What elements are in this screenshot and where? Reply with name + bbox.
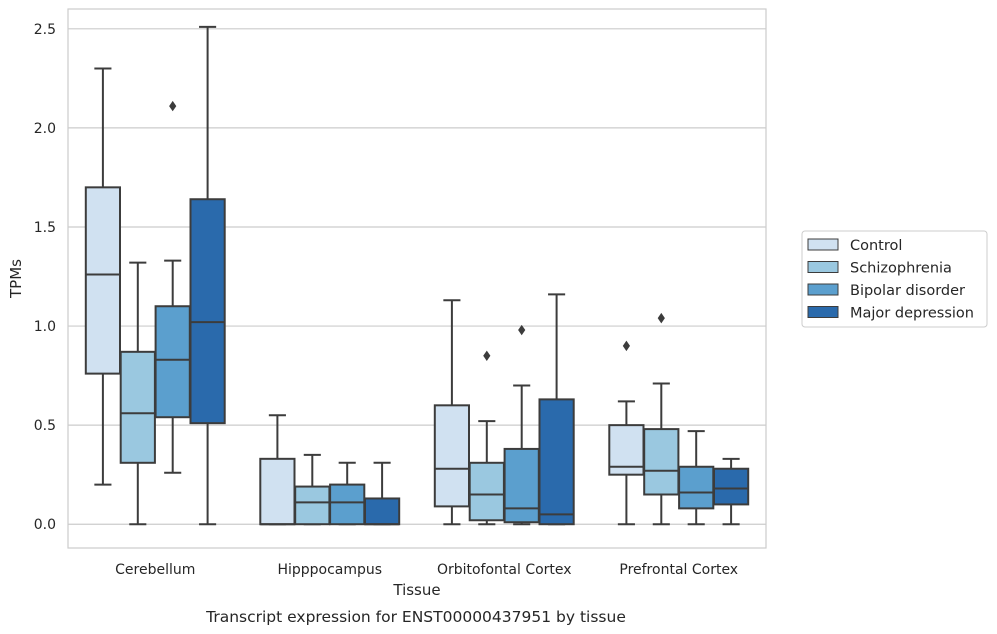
- legend-swatch: [807, 261, 839, 273]
- box-bipolar-disorder: [329, 461, 366, 526]
- legend-label: Control: [850, 238, 902, 254]
- box-iqr: [468, 461, 505, 522]
- box-iqr: [84, 186, 122, 375]
- x-tick-labels: Cerebellum Hipppocampus Orbitofontal Corte…: [115, 562, 738, 578]
- box-iqr: [154, 305, 191, 419]
- x-tick-label: Cerebellum: [115, 562, 195, 578]
- box-bipolar-disorder: [678, 430, 715, 526]
- box-control: [84, 67, 122, 486]
- y-tick-label: 0.0: [34, 517, 56, 533]
- legend-label: Major depression: [850, 306, 974, 322]
- x-axis-label: Tissue: [392, 581, 440, 599]
- outlier-point: [483, 350, 491, 361]
- outlier-point: [518, 324, 526, 336]
- box-schizophrenia: [468, 350, 505, 526]
- outlier-point: [169, 100, 177, 112]
- y-tick-label: 2.0: [34, 121, 56, 137]
- box-iqr: [712, 467, 750, 506]
- box-control: [608, 340, 645, 526]
- box-major-depression: [538, 293, 575, 526]
- box-plots: [84, 25, 750, 526]
- box-iqr: [643, 428, 680, 496]
- box-iqr: [119, 350, 156, 464]
- y-tick-label: 0.5: [34, 418, 56, 434]
- box-schizophrenia: [643, 312, 680, 526]
- box-major-depression: [189, 25, 226, 526]
- legend-swatch: [807, 238, 839, 251]
- x-tick-label: Orbitofontal Cortex: [437, 562, 572, 578]
- box-major-depression: [712, 457, 750, 526]
- y-tick-label: 1.0: [34, 319, 56, 335]
- box-iqr: [363, 497, 401, 526]
- legend-label: Bipolar disorder: [850, 283, 965, 299]
- box-iqr: [433, 404, 471, 508]
- x-tick-label: Prefrontal Cortex: [619, 562, 738, 578]
- plot-frame: [67, 8, 767, 549]
- box-iqr: [189, 198, 226, 425]
- box-iqr: [503, 447, 540, 524]
- box-iqr: [294, 485, 331, 526]
- chart-caption: Transcript expression for ENST0000043795…: [205, 608, 626, 626]
- x-tick-label: Hipppocampus: [277, 562, 382, 578]
- box-iqr: [329, 483, 366, 526]
- box-iqr: [259, 457, 296, 526]
- box-major-depression: [363, 461, 401, 526]
- box-bipolar-disorder: [154, 100, 191, 474]
- y-tick-label: 1.5: [34, 220, 56, 236]
- box-bipolar-disorder: [503, 324, 540, 526]
- legend-box: [801, 230, 988, 328]
- legend-label: Schizophrenia: [850, 261, 952, 277]
- box-control: [259, 414, 296, 526]
- legend: Control Schizophrenia Bipolar disorder Majo…: [801, 230, 988, 328]
- box-schizophrenia: [119, 261, 156, 526]
- legend-swatch: [807, 283, 839, 296]
- legend-swatch: [807, 306, 839, 318]
- y-tick-label: 2.5: [34, 22, 56, 38]
- outlier-point: [622, 340, 630, 352]
- outlier-point: [657, 312, 665, 324]
- box-control: [433, 299, 471, 526]
- y-axis-label: TPMs: [7, 259, 25, 299]
- box-schizophrenia: [294, 453, 331, 526]
- box-iqr: [538, 398, 575, 526]
- y-tick-labels: 0.0 0.5 1.0 1.5 2.0 2.5: [34, 22, 56, 533]
- box-iqr: [678, 465, 715, 510]
